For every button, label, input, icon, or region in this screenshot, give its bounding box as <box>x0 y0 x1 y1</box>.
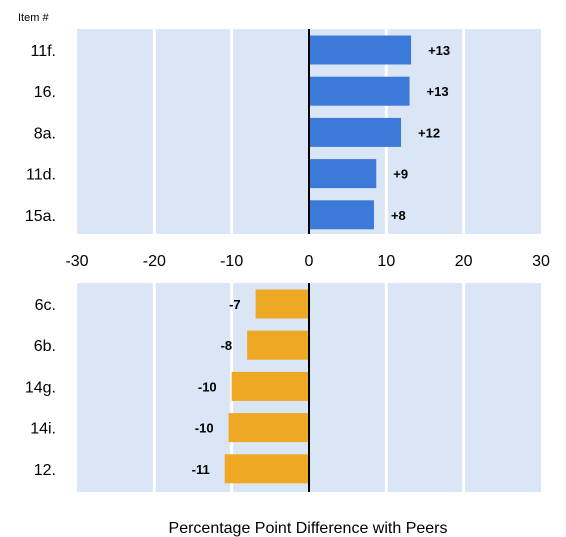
x-tick-label: -20 <box>143 253 166 270</box>
category-label: 6c. <box>35 297 56 314</box>
data-label: +12 <box>418 125 440 140</box>
x-axis-title: Percentage Point Difference with Peers <box>169 520 448 537</box>
x-tick-label: 10 <box>377 253 395 270</box>
x-axis-ticks: -30 -20 -10 0 10 20 30 <box>65 253 550 270</box>
data-label: +9 <box>393 167 408 182</box>
data-label: -7 <box>229 297 241 312</box>
bar <box>309 200 374 230</box>
category-label: 11d. <box>26 167 56 184</box>
category-label: 12. <box>34 462 56 479</box>
x-tick-label: -30 <box>65 253 88 270</box>
data-label: -10 <box>195 421 214 436</box>
category-label: 14i. <box>30 421 56 438</box>
category-label: 15a. <box>25 208 56 225</box>
category-label: 8a. <box>34 125 56 142</box>
data-label: +13 <box>428 43 450 58</box>
bar <box>247 330 309 360</box>
x-tick-label: 0 <box>305 253 314 270</box>
category-label: 6b. <box>34 338 56 355</box>
bar <box>309 117 402 147</box>
x-tick-label: 30 <box>532 253 550 270</box>
x-tick-label: -10 <box>220 253 243 270</box>
data-label: +8 <box>391 208 406 223</box>
data-label: -11 <box>192 462 210 477</box>
bar <box>224 454 309 484</box>
bar <box>231 371 309 401</box>
category-header: Item # <box>18 12 49 24</box>
data-label: +13 <box>427 84 449 99</box>
bar <box>309 35 412 65</box>
category-label: 14g. <box>25 379 56 396</box>
category-label: 11f. <box>31 43 57 60</box>
data-label: -10 <box>198 379 217 394</box>
category-label: 16. <box>34 84 56 101</box>
bar <box>255 289 309 319</box>
bar <box>309 159 377 189</box>
bottom-panel: 6c. -7 6b. -8 14g. -10 14i. -10 12. -11 <box>25 283 541 492</box>
bar <box>228 413 309 443</box>
data-label: -8 <box>221 338 233 353</box>
top-panel: 11f. +13 16. +13 8a. +12 11d. +9 15a. +8 <box>25 29 541 234</box>
x-tick-label: 20 <box>455 253 473 270</box>
bar <box>309 76 410 106</box>
